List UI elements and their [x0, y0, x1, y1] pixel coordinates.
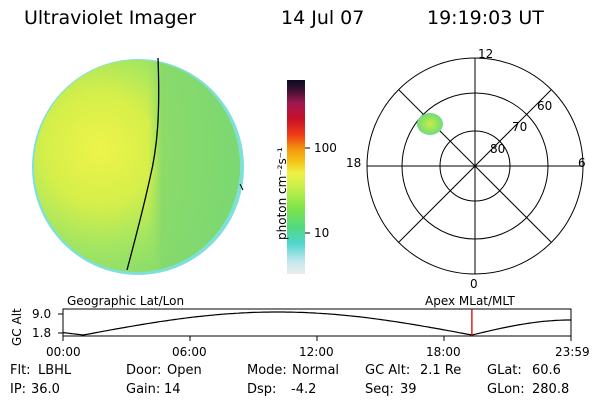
terminator-line [126, 57, 160, 271]
colorbar-label-10: 10 [314, 226, 330, 240]
dsp-value: -4.2 [291, 382, 317, 397]
orbit-ytick-label-1: 1.8 [32, 326, 52, 340]
flt-label: Flt: [10, 363, 31, 378]
color-bar [287, 80, 310, 274]
polar-lat-80: 80 [490, 142, 506, 156]
door-label: Door: [126, 363, 162, 378]
polar-label-0: 0 [470, 277, 478, 291]
ip-value: 36.0 [31, 382, 60, 397]
polar-lat-70: 70 [512, 120, 528, 134]
glon-value: 280.8 [532, 382, 570, 397]
polar-label-12: 12 [478, 47, 494, 61]
polar-diag-2 [398, 89, 552, 243]
glat-label: GLat: [487, 363, 522, 378]
seq-label: Seq: [365, 382, 394, 397]
polar-label-18: 18 [346, 156, 362, 170]
gain-label: Gain: [126, 382, 161, 397]
gcalt-value: 2.1 Re [420, 363, 462, 378]
mode-value: Normal [292, 363, 340, 378]
uv-earth-disk [32, 57, 244, 275]
door-value: Open [167, 363, 202, 378]
polar-lat-60: 60 [537, 99, 553, 113]
date-label: 14 Jul 07 [281, 7, 365, 29]
ip-label: IP: [10, 382, 27, 397]
orbit-ytick-label-9: 9.0 [32, 307, 52, 321]
mode-label: Mode: [247, 363, 287, 378]
orbit-left-title: Geographic Lat/Lon [67, 294, 185, 308]
polar-plot [366, 57, 584, 275]
flt-value: LBHL [38, 363, 72, 378]
glat-value: 60.6 [532, 363, 561, 378]
colorbar-unit-label: photon cm⁻²s⁻¹ [275, 147, 289, 240]
orbit-y-axis-label: GC Alt [10, 308, 24, 346]
polar-label-6: 6 [578, 156, 586, 170]
seq-value: 39 [400, 382, 417, 397]
orbit-xtick-label-0000: 00:00 [46, 345, 81, 359]
gain-value: 14 [164, 382, 181, 397]
gcalt-label: GC Alt: [365, 363, 411, 378]
instrument-title: Ultraviolet Imager [24, 7, 197, 29]
pixel-mark [239, 183, 244, 191]
orbit-xtick-label-0600: 06:00 [172, 345, 207, 359]
orbit-xtick-label-2359: 23:59 [555, 345, 590, 359]
time-label: 19:19:03 UT [427, 7, 544, 29]
dsp-label: Dsp: [247, 382, 277, 397]
colorbar-label-100: 100 [314, 141, 337, 155]
glon-label: GLon: [487, 382, 525, 397]
orbit-right-title: Apex MLat/MLT [425, 294, 515, 308]
orbit-xtick-label-1800: 18:00 [426, 345, 461, 359]
auroral-blob [417, 113, 443, 135]
altitude-curve [62, 311, 571, 336]
orbit-xtick-label-1200: 12:00 [299, 345, 334, 359]
orbit-panel [58, 308, 572, 341]
